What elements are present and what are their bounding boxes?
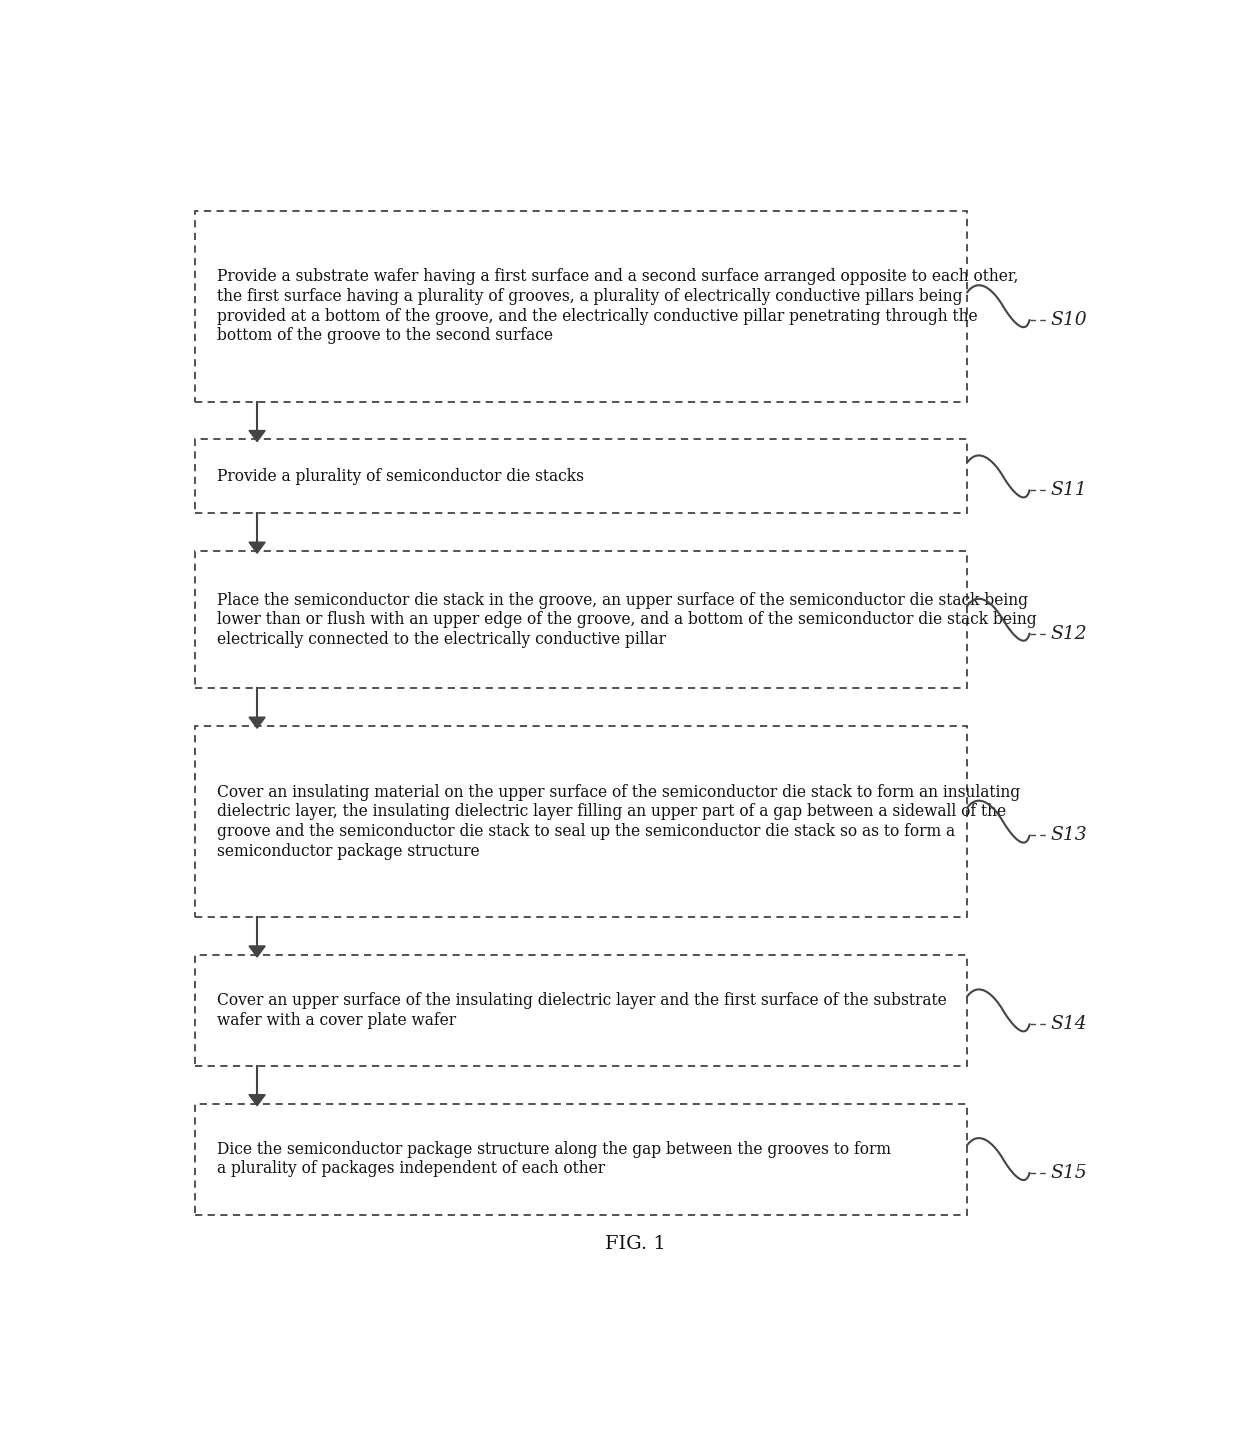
Bar xyxy=(196,211,967,401)
Text: S13: S13 xyxy=(1050,827,1087,844)
Polygon shape xyxy=(249,716,265,728)
Text: Cover an insulating material on the upper surface of the semiconductor die stack: Cover an insulating material on the uppe… xyxy=(217,784,1019,860)
Text: Place the semiconductor die stack in the groove, an upper surface of the semicon: Place the semiconductor die stack in the… xyxy=(217,592,1037,648)
Text: FIG. 1: FIG. 1 xyxy=(605,1235,666,1254)
Polygon shape xyxy=(249,1095,265,1106)
Bar xyxy=(196,552,967,688)
Text: Dice the semiconductor package structure along the gap between the grooves to fo: Dice the semiconductor package structure… xyxy=(217,1141,890,1178)
Text: S12: S12 xyxy=(1050,625,1087,642)
Bar xyxy=(196,727,967,917)
Bar xyxy=(196,954,967,1066)
Text: Cover an upper surface of the insulating dielectric layer and the first surface : Cover an upper surface of the insulating… xyxy=(217,992,946,1029)
Polygon shape xyxy=(249,542,265,553)
Text: S11: S11 xyxy=(1050,481,1087,499)
Text: Provide a plurality of semiconductor die stacks: Provide a plurality of semiconductor die… xyxy=(217,469,584,484)
Bar xyxy=(196,1103,967,1215)
Text: S15: S15 xyxy=(1050,1164,1087,1182)
Bar xyxy=(196,440,967,513)
Text: Provide a substrate wafer having a first surface and a second surface arranged o: Provide a substrate wafer having a first… xyxy=(217,268,1018,344)
Text: S14: S14 xyxy=(1050,1015,1087,1033)
Text: S10: S10 xyxy=(1050,311,1087,330)
Polygon shape xyxy=(249,946,265,957)
Polygon shape xyxy=(249,430,265,441)
